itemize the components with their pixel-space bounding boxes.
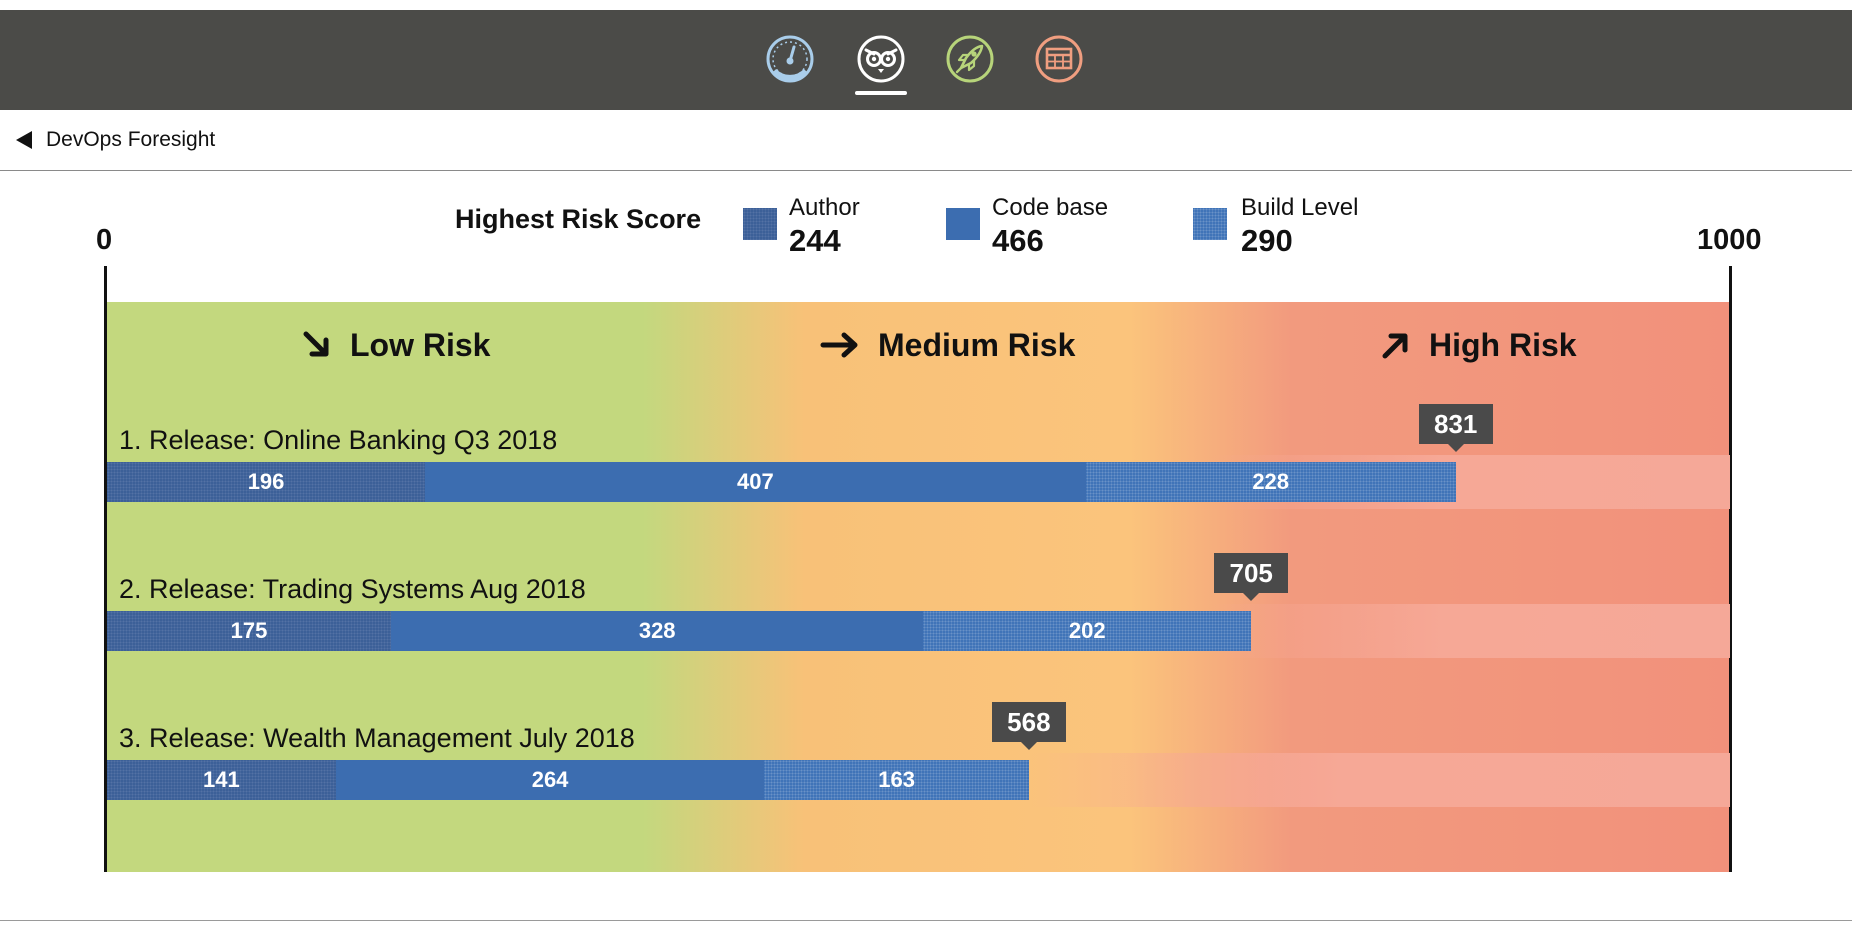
bar-segment-codebase-row-3[interactable]: 264 <box>335 760 765 800</box>
scale-min-label: 0 <box>96 224 113 256</box>
back-arrow-icon <box>16 131 32 149</box>
bar-remainder-row-3 <box>1028 753 1730 807</box>
zone-low-risk: Low Risk <box>302 325 490 365</box>
arrow-up-right-icon <box>1382 333 1408 359</box>
bar-segment-buildlevel-row-3[interactable]: 163 <box>764 760 1029 800</box>
legend-value-codebase: 466 <box>992 223 1044 258</box>
bar-segment-author-row-2[interactable]: 175 <box>107 611 392 651</box>
zone-medium-risk: Medium Risk <box>820 325 1075 365</box>
speedometer-icon[interactable] <box>764 33 816 85</box>
legend-label-author: Author <box>789 194 860 221</box>
row-title-1[interactable]: 1. Release: Online Banking Q3 2018 <box>119 425 558 455</box>
breadcrumb-label: DevOps Foresight <box>46 128 216 151</box>
arrow-down-right-icon <box>303 331 329 357</box>
legend-swatch-buildlevel <box>1193 208 1227 240</box>
bar-segment-author-row-3[interactable]: 141 <box>107 760 336 800</box>
total-score-tag-row-3: 568 <box>991 702 1066 750</box>
breadcrumb-bar <box>0 110 1852 171</box>
arrow-right-icon <box>820 332 858 358</box>
bar-segment-codebase-row-2[interactable]: 328 <box>391 611 924 651</box>
row-title-2[interactable]: 2. Release: Trading Systems Aug 2018 <box>119 574 586 604</box>
total-score-tag-row-1: 831 <box>1418 404 1493 452</box>
zone-medium-label: Medium Risk <box>878 326 1076 363</box>
rocket-icon[interactable] <box>944 33 996 85</box>
total-score-tag-row-2: 705 <box>1214 553 1289 601</box>
bar-segment-buildlevel-row-2[interactable]: 202 <box>923 611 1252 651</box>
scale-max-label: 1000 <box>1697 224 1762 256</box>
bar-remainder-row-2 <box>1210 604 1730 658</box>
top-nav-bar <box>0 10 1852 110</box>
axis-left-line <box>104 266 107 872</box>
legend-value-buildlevel: 290 <box>1241 223 1293 258</box>
bar-segment-buildlevel-row-1[interactable]: 228 <box>1085 462 1456 502</box>
owl-icon[interactable] <box>855 33 907 85</box>
content-bottom-border <box>0 920 1852 921</box>
legend-value-author: 244 <box>789 223 841 258</box>
table-grid-icon[interactable] <box>1033 33 1085 85</box>
zone-high-risk: High Risk <box>1381 325 1577 365</box>
bar-segment-author-row-1[interactable]: 196 <box>107 462 426 502</box>
zone-low-label: Low Risk <box>350 326 491 363</box>
zone-high-label: High Risk <box>1429 326 1577 363</box>
back-button[interactable]: DevOps Foresight <box>16 128 216 151</box>
legend-label-codebase: Code base <box>992 194 1109 221</box>
legend-label-buildlevel: Build Level <box>1241 194 1359 221</box>
axis-right-line <box>1729 266 1732 872</box>
legend-swatch-author <box>743 208 777 240</box>
legend-title: Highest Risk Score <box>455 204 702 234</box>
bar-segment-codebase-row-1[interactable]: 407 <box>425 462 1086 502</box>
row-title-3[interactable]: 3. Release: Wealth Management July 2018 <box>119 723 635 753</box>
active-tab-indicator <box>855 91 907 95</box>
legend-swatch-codebase <box>946 208 980 240</box>
